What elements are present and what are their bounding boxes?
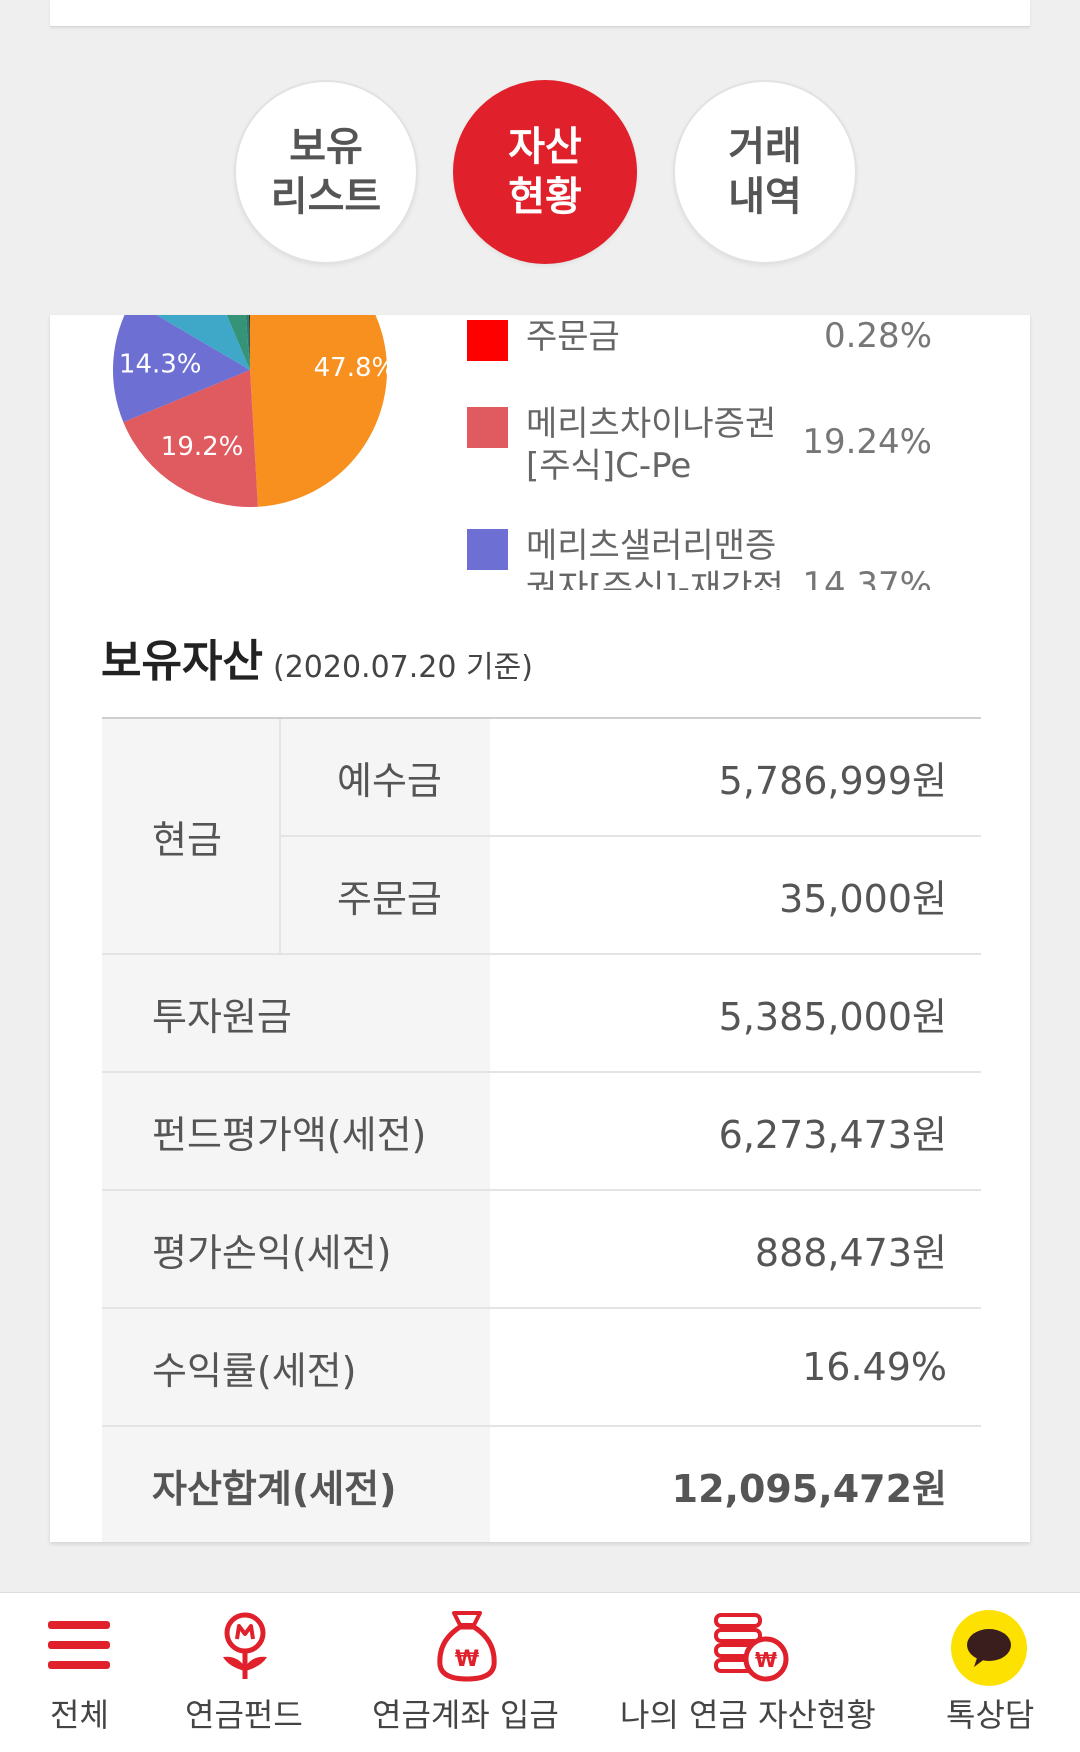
pie-slice — [123, 370, 258, 507]
tab-transaction-history[interactable]: 거래 내역 — [673, 80, 857, 264]
nav-pension-fund[interactable]: 연금펀드 — [185, 1593, 315, 1752]
pie-slice — [248, 315, 250, 370]
holdings-table: 현금 예수금 5,786,999원 주문금 35,000원 투자원금 5,385… — [102, 717, 981, 1542]
fund-eval-value: 6,273,473원 — [490, 1071, 981, 1190]
tab-asset-status-line1: 자산 — [508, 124, 582, 170]
legend-name: 주문금 — [526, 317, 620, 357]
svg-text:₩: ₩ — [455, 1647, 479, 1672]
hamburger-menu-icon — [48, 1621, 110, 1669]
principal-label: 투자원금 — [102, 953, 490, 1072]
nav-my-assets[interactable]: ₩ 나의 연금 자산현황 — [620, 1593, 880, 1752]
asset-card: 47.8% 19.2% 14.3% 9.9% 주문금 0.28% 메리츠차이나증권 [… — [50, 315, 1030, 1542]
allocation-chart-area: 47.8% 19.2% 14.3% 9.9% 주문금 0.28% 메리츠차이나증권 [… — [50, 315, 1030, 590]
tab-holding-list-line1: 보유 — [289, 124, 363, 170]
deposit-label: 예수금 — [279, 717, 490, 836]
legend-name: 메리츠차이나증권 [주식]C-Pe — [526, 403, 786, 487]
order-label: 주문금 — [279, 835, 490, 954]
pie-chart: 47.8% 19.2% 14.3% 9.9% — [113, 315, 397, 507]
pie-slice-label: 47.8% — [314, 353, 397, 383]
total-value: 12,095,472원 — [490, 1425, 981, 1542]
total-label: 자산합계(세전) — [102, 1425, 490, 1542]
pie-slice — [156, 315, 250, 370]
pie-slice-label: 19.2% — [161, 432, 244, 462]
yield-value: 16.49% — [490, 1307, 981, 1426]
yield-label: 수익률(세전) — [102, 1307, 490, 1426]
bottom-nav: 전체 연금펀드 ₩ 연금계좌 입금 ₩ 나의 연금 자산현황 — [0, 1592, 1080, 1752]
legend-swatch — [467, 529, 508, 570]
legend-percent: 14.37% — [802, 565, 932, 590]
table-row: 주문금 35,000원 — [102, 835, 981, 954]
tab-transaction-history-line2: 내역 — [728, 174, 802, 220]
nav-deposit[interactable]: ₩ 연금계좌 입금 — [372, 1593, 562, 1752]
flower-icon — [223, 1612, 267, 1679]
tab-holding-list-line2: 리스트 — [270, 174, 382, 220]
table-row: 수익률(세전) 16.49% — [102, 1307, 981, 1426]
nav-my-assets-label: 나의 연금 자산현황 — [620, 1696, 876, 1734]
nav-talk[interactable]: 톡상담 — [940, 1593, 1040, 1752]
nav-pension-fund-label: 연금펀드 — [185, 1696, 303, 1734]
table-row: 펀드평가액(세전) 6,273,473원 — [102, 1071, 981, 1190]
tab-asset-status-line2: 현황 — [508, 174, 582, 220]
legend-percent: 0.28% — [823, 316, 932, 356]
pnl-value: 888,473원 — [490, 1189, 981, 1308]
tab-holding-list[interactable]: 보유 리스트 — [234, 80, 418, 264]
kakao-chat-icon — [951, 1610, 1027, 1686]
legend-name-line2: [주식]C-Pe — [526, 446, 692, 486]
table-row: 자산합계(세전) 12,095,472원 — [102, 1425, 981, 1542]
legend-percent: 19.24% — [802, 422, 932, 462]
coin-stack-icon: ₩ — [714, 1613, 789, 1682]
holdings-title: 보유자산 — [101, 636, 263, 687]
legend-name-line1: 메리츠차이나증권 — [526, 404, 777, 444]
nav-talk-label: 톡상담 — [946, 1696, 1035, 1734]
tab-asset-status[interactable]: 자산 현황 — [453, 80, 637, 264]
tab-transaction-history-line1: 거래 — [728, 124, 802, 170]
money-bag-icon: ₩ — [437, 1611, 497, 1682]
table-row: 투자원금 5,385,000원 — [102, 953, 981, 1072]
table-row: 현금 예수금 5,786,999원 — [102, 717, 981, 954]
pie-slice — [245, 315, 250, 370]
principal-value: 5,385,000원 — [490, 953, 981, 1072]
pnl-label: 평가손익(세전) — [102, 1189, 490, 1308]
pie-slice — [250, 315, 387, 507]
nav-all[interactable]: 전체 — [40, 1593, 120, 1752]
legend-swatch — [467, 320, 508, 361]
cash-label: 현금 — [102, 717, 280, 954]
legend-name: 메리츠샐러리맨증 권자[주식]-재간접 — [526, 525, 786, 590]
nav-all-label: 전체 — [50, 1696, 109, 1734]
pie-slice — [226, 315, 250, 370]
pie-slice-label: 9.9% — [158, 315, 224, 318]
legend-swatch — [467, 407, 508, 448]
legend-name-line2: 권자[주식]-재간접 — [526, 568, 784, 590]
order-value: 35,000원 — [490, 835, 981, 954]
table-row: 평가손익(세전) 888,473원 — [102, 1189, 981, 1308]
fund-eval-label: 펀드평가액(세전) — [102, 1071, 490, 1190]
top-card-edge — [50, 0, 1030, 27]
nav-deposit-label: 연금계좌 입금 — [372, 1696, 559, 1734]
pie-slice — [113, 315, 250, 423]
deposit-value: 5,786,999원 — [490, 717, 981, 836]
svg-text:₩: ₩ — [755, 1648, 777, 1672]
pie-slice-label: 14.3% — [119, 350, 202, 380]
legend-name-line1: 메리츠샐러리맨증 — [526, 526, 777, 566]
holdings-date: (2020.07.20 기준) — [273, 650, 533, 685]
